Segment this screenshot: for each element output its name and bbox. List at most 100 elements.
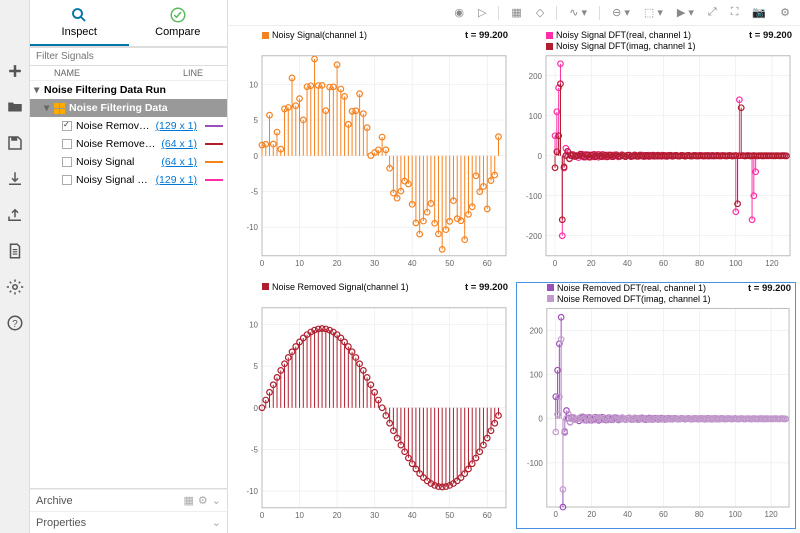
svg-text:100: 100 [530,370,544,379]
filter-input[interactable] [30,48,227,66]
expand-icon[interactable]: ⤢ [706,4,719,21]
archive-label: Archive [36,495,184,507]
chevron-down-icon[interactable]: ▾ [44,102,54,114]
sidebar-icon-bar: ? [0,0,30,533]
archive-section[interactable]: Archive ▦ ⚙ ⌄ [30,489,227,511]
signal-row[interactable]: Noisy Signal (64 x 1) [30,153,227,171]
svg-text:60: 60 [483,510,492,519]
signal-color-swatch [205,179,223,181]
svg-text:-5: -5 [251,187,259,196]
signal-icon[interactable]: ∿ ▾ [567,4,589,21]
tab-inspect[interactable]: Inspect [30,0,129,46]
svg-text:20: 20 [587,509,596,518]
chevron-down-icon[interactable]: ⌄ [212,516,221,529]
region-icon[interactable]: ⬚ ▾ [642,4,665,21]
dataset-icon [54,103,65,114]
svg-text:20: 20 [587,259,596,268]
main-area: ◉ ▷ ▦ ◇ ∿ ▾ ⊖ ▾ ⬚ ▾ ▶ ▾ ⤢ ⛶ 📷 ⚙ Noisy Si… [228,0,800,533]
signal-dims[interactable]: (129 x 1) [156,174,197,186]
header-line: LINE [183,68,223,78]
tree-run-row[interactable]: ▾ Noise Filtering Data Run [30,81,227,99]
svg-text:30: 30 [370,510,379,519]
chevron-down-icon[interactable]: ▾ [34,84,44,96]
gear-icon[interactable] [4,276,26,298]
tree-run-label: Noise Filtering Data Run [44,84,223,96]
svg-text:10: 10 [295,259,304,268]
signal-row[interactable]: Noise Removed D (129 x 1) [30,117,227,135]
svg-text:-10: -10 [246,223,258,232]
plot-panel[interactable]: Noise Removed DFT(real, channel 1)Noise … [516,282,796,530]
signal-checkbox[interactable] [62,175,72,185]
import-icon[interactable] [4,168,26,190]
archive-collapse-icon[interactable]: ▦ [184,494,194,507]
tree-dataset-row[interactable]: ▾ Noise Filtering Data [30,99,227,117]
signal-dims[interactable]: (129 x 1) [156,120,197,132]
chevron-down-icon[interactable]: ⌄ [212,494,221,507]
svg-text:80: 80 [695,259,704,268]
tab-inspect-label: Inspect [62,26,97,38]
time-label: t = 99.200 [748,283,791,294]
archive-gear-icon[interactable]: ⚙ [198,494,208,507]
save-icon[interactable] [4,132,26,154]
svg-text:120: 120 [765,259,779,268]
camera-icon[interactable]: 📷 [750,4,768,21]
column-headers: NAME LINE [30,66,227,81]
cursor-icon[interactable]: ▶ ▾ [675,4,696,21]
svg-text:0: 0 [260,510,265,519]
add-icon[interactable] [4,60,26,82]
signal-color-swatch [205,161,223,163]
svg-text:100: 100 [729,509,743,518]
legend-item: Noise Removed DFT(imag, channel 1) [547,294,711,304]
document-icon[interactable] [4,240,26,262]
folder-icon[interactable] [4,96,26,118]
svg-text:0: 0 [554,509,559,518]
svg-text:40: 40 [408,259,417,268]
help-icon[interactable]: ? [4,312,26,334]
plot-panel[interactable]: Noisy Signal DFT(real, channel 1)Noisy S… [516,30,796,278]
zoom-icon[interactable]: ⊖ ▾ [610,4,632,21]
legend-item: Noisy Signal DFT(real, channel 1) [546,30,696,40]
svg-text:0: 0 [553,259,558,268]
properties-section[interactable]: Properties ⌄ [30,511,227,533]
time-label: t = 99.200 [465,30,508,41]
signal-row[interactable]: Noisy Signal DFT (129 x 1) [30,171,227,189]
fit-icon[interactable]: ⛶ [729,4,741,21]
tab-compare-label: Compare [155,26,200,38]
signal-row[interactable]: Noise Removed Si (64 x 1) [30,135,227,153]
svg-text:100: 100 [529,112,543,121]
tab-compare[interactable]: Compare [129,0,228,46]
svg-text:10: 10 [249,80,258,89]
svg-text:0: 0 [260,259,265,268]
time-label: t = 99.200 [749,30,792,41]
plot-panel[interactable]: Noisy Signal(channel 1)t = 99.2000102030… [232,30,512,278]
signal-dims[interactable]: (64 x 1) [161,138,197,150]
svg-text:?: ? [12,319,18,330]
signal-checkbox[interactable] [62,121,72,131]
legend-item: Noise Removed Signal(channel 1) [262,282,409,292]
svg-text:-10: -10 [246,487,258,496]
svg-text:100: 100 [729,259,743,268]
signal-checkbox[interactable] [62,157,72,167]
svg-text:-5: -5 [251,445,259,454]
signal-name: Noisy Signal [76,156,157,168]
svg-text:80: 80 [695,509,704,518]
fingerprint-icon[interactable]: ◉ [452,4,466,21]
export-icon[interactable] [4,204,26,226]
svg-text:-100: -100 [527,458,543,467]
svg-text:10: 10 [249,320,258,329]
play-icon[interactable]: ▷ [476,4,488,21]
signal-checkbox[interactable] [62,139,72,149]
settings-icon[interactable]: ⚙ [778,4,792,21]
eraser-icon[interactable]: ◇ [534,4,546,21]
svg-text:40: 40 [623,259,632,268]
svg-text:0: 0 [538,414,543,423]
svg-text:-100: -100 [526,192,543,201]
signal-dims[interactable]: (64 x 1) [161,156,197,168]
svg-text:200: 200 [529,72,543,81]
signal-color-swatch [205,143,223,145]
grid-icon[interactable]: ▦ [509,4,523,21]
svg-text:60: 60 [483,259,492,268]
svg-text:40: 40 [408,510,417,519]
svg-text:120: 120 [764,509,778,518]
plot-panel[interactable]: Noise Removed Signal(channel 1)t = 99.20… [232,282,512,530]
